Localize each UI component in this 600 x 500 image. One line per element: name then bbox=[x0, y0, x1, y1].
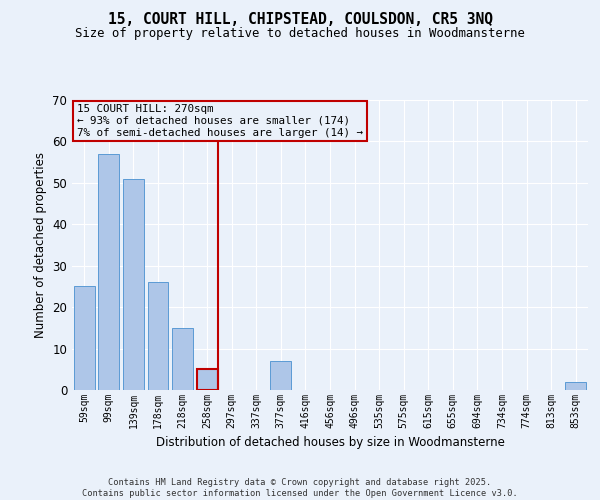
Bar bbox=[148, 282, 169, 390]
X-axis label: Distribution of detached houses by size in Woodmansterne: Distribution of detached houses by size … bbox=[155, 436, 505, 450]
Bar bbox=[271, 361, 292, 390]
Bar bbox=[98, 154, 119, 390]
Bar bbox=[565, 382, 586, 390]
Text: 15 COURT HILL: 270sqm
← 93% of detached houses are smaller (174)
7% of semi-deta: 15 COURT HILL: 270sqm ← 93% of detached … bbox=[77, 104, 363, 138]
Y-axis label: Number of detached properties: Number of detached properties bbox=[34, 152, 47, 338]
Bar bbox=[197, 370, 218, 390]
Bar bbox=[123, 178, 144, 390]
Bar bbox=[172, 328, 193, 390]
Text: Contains HM Land Registry data © Crown copyright and database right 2025.
Contai: Contains HM Land Registry data © Crown c… bbox=[82, 478, 518, 498]
Text: 15, COURT HILL, CHIPSTEAD, COULSDON, CR5 3NQ: 15, COURT HILL, CHIPSTEAD, COULSDON, CR5… bbox=[107, 12, 493, 28]
Bar bbox=[74, 286, 95, 390]
Text: Size of property relative to detached houses in Woodmansterne: Size of property relative to detached ho… bbox=[75, 28, 525, 40]
